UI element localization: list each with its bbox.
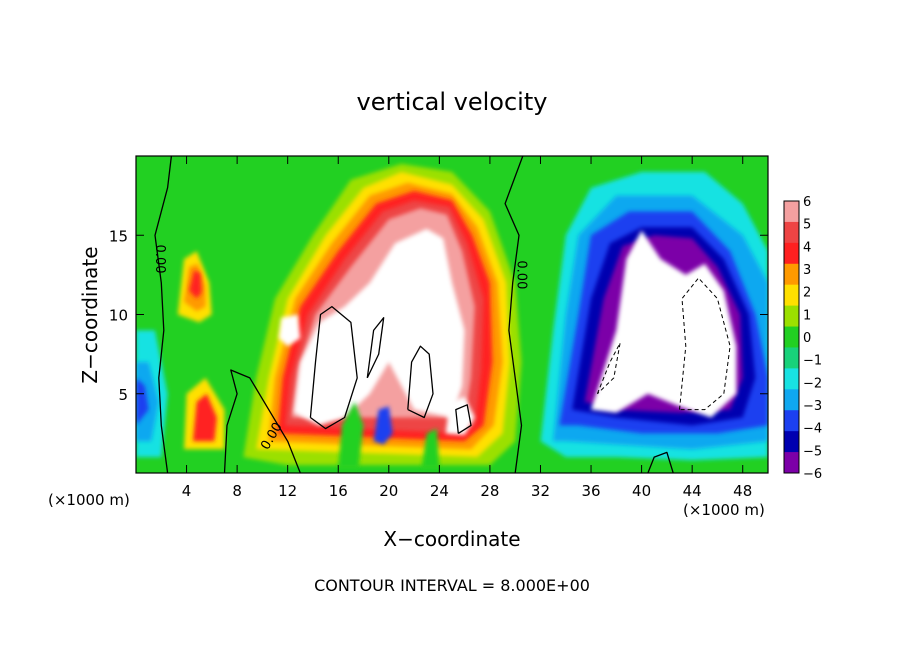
colorbar-swatch bbox=[784, 368, 799, 390]
contour-line-dashed-0 bbox=[679, 277, 731, 411]
field-band-25 bbox=[421, 428, 440, 469]
field-band-20 bbox=[294, 228, 465, 426]
contour-line-3 bbox=[309, 305, 358, 430]
colorbar-swatch bbox=[784, 452, 799, 474]
colorbar-tick-label: −1 bbox=[803, 354, 822, 369]
colorbar-tick-label: 3 bbox=[803, 263, 811, 278]
x-tick-label: 48 bbox=[733, 482, 752, 500]
colorbar-swatch bbox=[784, 221, 799, 244]
colorbar-tick-label: −5 bbox=[803, 444, 822, 459]
colorbar-tick-label: 5 bbox=[803, 218, 811, 233]
field-band-5 bbox=[591, 230, 737, 418]
contour-line-2 bbox=[223, 369, 301, 473]
colorbar-tick-label: −3 bbox=[803, 399, 822, 414]
x-tick-label: 32 bbox=[531, 482, 550, 500]
field-band-24 bbox=[373, 406, 393, 445]
chart-title: vertical velocity bbox=[356, 88, 548, 116]
colorbar-swatch bbox=[784, 431, 799, 453]
x-tick-label: 8 bbox=[232, 482, 242, 500]
x-unit-label-left: (×1000 m) bbox=[48, 491, 130, 509]
x-axis-label: X−coordinate bbox=[383, 527, 521, 551]
contour-line-7 bbox=[647, 451, 674, 473]
field-band-7 bbox=[136, 362, 159, 442]
colorbar-swatch bbox=[784, 242, 799, 265]
colorbar-swatch bbox=[784, 201, 799, 223]
y-tick-label: 10 bbox=[109, 307, 128, 325]
colorbar-tick-label: 1 bbox=[803, 308, 811, 323]
colorbar-tick-label: 2 bbox=[803, 286, 811, 301]
colorbar-swatch bbox=[784, 389, 799, 411]
x-tick-label: 4 bbox=[182, 482, 192, 500]
colorbar: 6 5 4 3 2 1 0 −1 −2 −3 −4 −5 −6 bbox=[783, 195, 822, 482]
colorbar-swatch bbox=[784, 305, 799, 328]
x-tick-label: 16 bbox=[329, 482, 348, 500]
colorbar-tick-label: −2 bbox=[803, 376, 822, 391]
contour-line-4 bbox=[366, 317, 385, 379]
x-tick-label: 36 bbox=[581, 482, 600, 500]
colorbar-swatch bbox=[784, 410, 799, 432]
field-band-11 bbox=[189, 270, 202, 299]
colorbar-swatch bbox=[784, 263, 799, 286]
colorbar-tick-label: 4 bbox=[803, 240, 811, 255]
colorbar-swatch bbox=[784, 347, 799, 369]
x-tick-label: 12 bbox=[278, 482, 297, 500]
colorbar-tick-label: 0 bbox=[803, 331, 811, 346]
colorbar-frame bbox=[783, 200, 800, 474]
contour-label: 0.00 bbox=[514, 260, 529, 289]
colorbar-swatch bbox=[784, 284, 799, 307]
contour-lines: 0.000.000.00 bbox=[152, 156, 731, 473]
colorbar-tick-label: −4 bbox=[803, 422, 822, 437]
colorbar-tick-label: −6 bbox=[803, 467, 822, 482]
field-band-21 bbox=[278, 314, 301, 347]
x-tick-label: 20 bbox=[379, 482, 398, 500]
contour-interval-note: CONTOUR INTERVAL = 8.000E+00 bbox=[314, 576, 590, 595]
x-tick-label: 24 bbox=[430, 482, 449, 500]
contour-line-5 bbox=[407, 345, 434, 419]
x-tick-label: 44 bbox=[683, 482, 702, 500]
colorbar-swatch bbox=[784, 326, 799, 348]
colorbar-tick-label: 6 bbox=[803, 195, 811, 210]
contour-line-dashed-1 bbox=[596, 342, 621, 395]
contour-line-1 bbox=[504, 156, 524, 473]
x-tick-label: 28 bbox=[480, 482, 499, 500]
field-band-23 bbox=[338, 401, 364, 469]
y-tick-label: 5 bbox=[118, 386, 128, 404]
contour-line-6 bbox=[455, 404, 472, 434]
x-tick-label: 40 bbox=[632, 482, 651, 500]
contour-line-0 bbox=[154, 156, 173, 473]
contour-label: 0.00 bbox=[152, 245, 167, 274]
x-unit-label-right: (×1000 m) bbox=[683, 501, 765, 519]
y-tick-label: 15 bbox=[109, 227, 128, 245]
field-band-8 bbox=[136, 377, 149, 426]
field-band-13 bbox=[192, 393, 217, 442]
